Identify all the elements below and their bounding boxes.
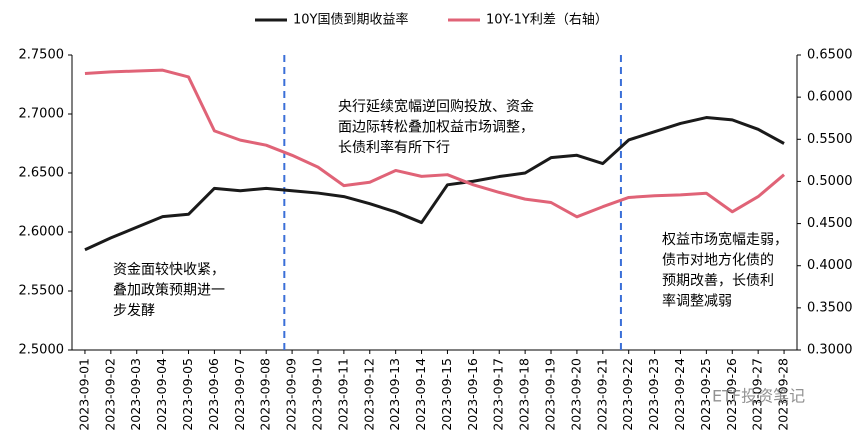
x-tick-label: 2023-09-28	[776, 358, 791, 431]
x-tick-label: 2023-09-18	[517, 358, 532, 431]
y-tick-label: 2.7500	[19, 48, 65, 63]
x-tick-label: 2023-09-22	[620, 358, 635, 431]
legend-label: 10Y国债到期收益率	[293, 12, 408, 28]
annotation: 权益市场宽幅走弱，	[662, 231, 788, 248]
y2-tick-label: 0.4000	[807, 258, 853, 273]
x-tick-label: 2023-09-19	[543, 358, 558, 431]
x-tick-label: 2023-09-02	[102, 358, 117, 431]
annotation: 面边际转松叠加权益市场调整，	[338, 119, 534, 136]
x-tick-label: 2023-09-10	[309, 358, 324, 431]
x-tick-label: 2023-09-16	[465, 358, 480, 431]
x-tick-label: 2023-09-24	[672, 358, 687, 431]
annotation: 债市对地方化债的	[662, 252, 774, 269]
y2-tick-label: 0.5000	[807, 174, 853, 189]
y-tick-label: 2.7000	[19, 107, 65, 122]
x-tick-label: 2023-09-04	[154, 358, 169, 431]
y-tick-label: 2.5000	[19, 343, 65, 358]
y2-tick-label: 0.6500	[807, 48, 853, 63]
x-tick-label: 2023-09-01	[76, 358, 91, 431]
x-tick-label: 2023-09-12	[361, 358, 376, 431]
x-tick-label: 2023-09-11	[335, 358, 350, 431]
x-tick-label: 2023-09-21	[594, 358, 609, 431]
x-tick-label: 2023-09-07	[232, 358, 247, 431]
annotation: 叠加政策预期进一	[113, 282, 225, 299]
x-tick-label: 2023-09-17	[491, 358, 506, 431]
x-tick-label: 2023-09-13	[387, 358, 402, 431]
y-tick-label: 2.5500	[19, 284, 65, 299]
x-tick-label: 2023-09-20	[568, 358, 583, 431]
x-tick-label: 2023-09-06	[206, 358, 221, 431]
legend-label: 10Y-1Y利差（右轴）	[486, 13, 608, 28]
x-tick-label: 2023-09-05	[180, 358, 195, 431]
y2-tick-label: 0.6000	[807, 90, 853, 105]
annotation: 率调整减弱	[662, 293, 732, 310]
x-tick-label: 2023-09-25	[698, 358, 713, 431]
annotation: 预期改善，长债利	[662, 273, 774, 289]
y2-tick-label: 0.4500	[807, 216, 853, 231]
watermark: ETF投资笔记	[712, 387, 805, 406]
x-tick-label: 2023-09-03	[128, 358, 143, 431]
x-tick-label: 2023-09-27	[750, 358, 765, 431]
x-tick-label: 2023-09-14	[413, 358, 428, 431]
y2-tick-label: 0.3000	[807, 343, 853, 358]
y-tick-label: 2.6500	[19, 166, 65, 181]
annotation: 央行延续宽幅逆回购投放、资金	[338, 98, 534, 115]
x-tick-label: 2023-09-23	[646, 358, 661, 431]
x-tick-label: 2023-09-26	[724, 358, 739, 431]
annotation: 长债利率有所下行	[338, 139, 450, 156]
series-line	[84, 116, 785, 252]
annotation: 资金面较快收紧，	[113, 262, 225, 278]
y2-tick-label: 0.5500	[807, 132, 853, 147]
y2-tick-label: 0.3500	[807, 300, 853, 315]
x-tick-label: 2023-09-09	[284, 358, 299, 431]
x-tick-label: 2023-09-08	[258, 358, 273, 431]
x-tick-label: 2023-09-15	[439, 358, 454, 431]
y-tick-label: 2.6000	[19, 225, 65, 240]
series-line	[84, 68, 786, 219]
annotation: 步发酵	[113, 303, 155, 319]
